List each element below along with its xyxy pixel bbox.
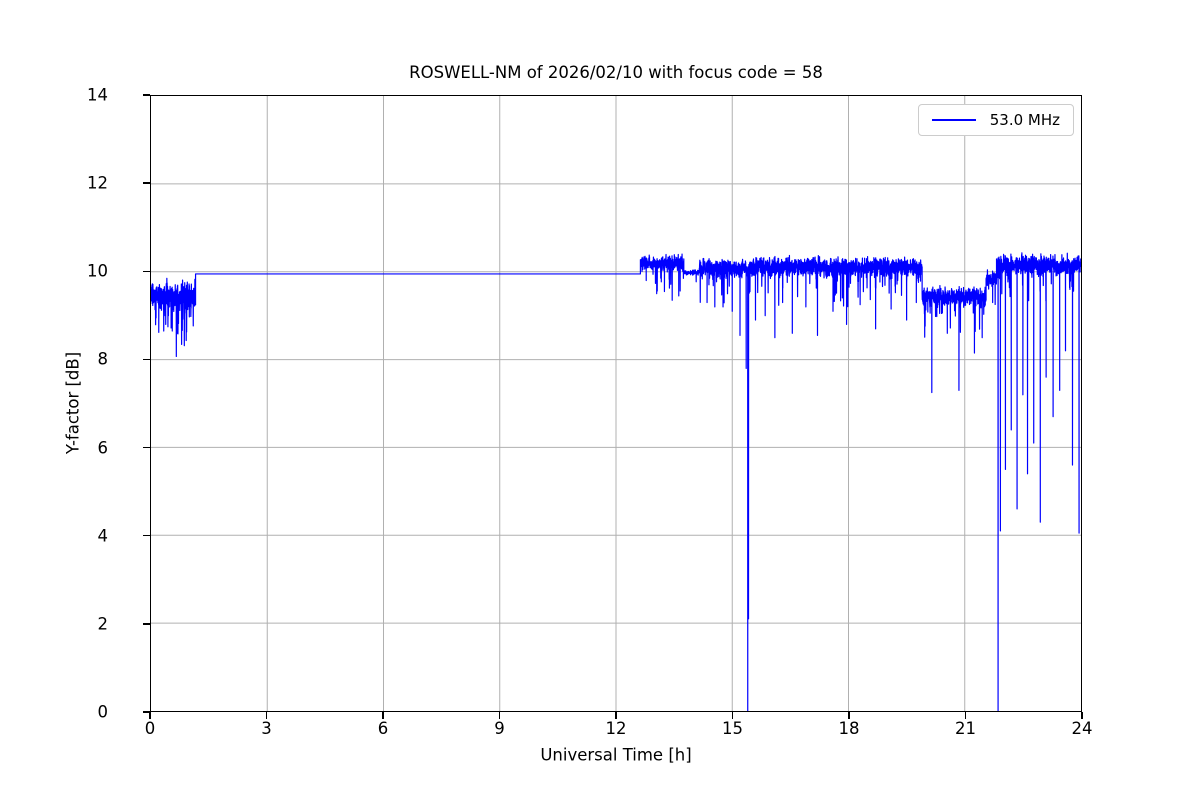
x-tick-label: 0 [144,719,156,738]
y-tick-label: 10 [87,261,108,281]
legend-box[interactable]: 53.0 MHz [917,104,1074,136]
x-tick-mark [1081,712,1083,719]
data-series-layer [151,252,1081,711]
y-tick-mark [143,711,150,713]
legend-line-swatch [928,118,980,122]
chart-title: ROSWELL-NM of 2026/02/10 with focus code… [409,63,823,82]
x-tick-mark [731,712,734,719]
y-tick-label: 8 [97,349,109,369]
x-tick-label: 15 [722,719,743,738]
y-tick-mark [143,446,150,449]
x-tick-label: 21 [955,719,976,738]
plot-area: 53.0 MHz [150,95,1082,712]
y-tick-label: 4 [97,526,109,546]
y-tick-label: 6 [97,438,109,458]
x-tick-label: 24 [1071,719,1093,738]
y-tick-label: 2 [97,614,109,634]
x-tick-label: 18 [838,719,860,738]
y-tick-label: 14 [87,85,108,105]
y-tick-mark [143,535,150,537]
x-tick-mark [265,712,268,719]
x-tick-label: 9 [494,719,505,738]
x-tick-label: 12 [605,719,627,738]
x-tick-mark [848,712,850,719]
x-tick-mark [149,712,151,719]
y-tick-label: 12 [87,173,108,193]
x-tick-mark [964,712,967,719]
y-tick-mark [143,182,150,184]
x-tick-mark [498,712,501,719]
x-tick-label: 3 [261,719,272,738]
y-tick-mark [143,358,150,361]
y-axis-label: Y-factor [dB] [63,351,83,455]
x-tick-mark [615,712,617,719]
y-tick-label: 0 [97,702,109,722]
x-axis-label: Universal Time [h] [540,745,692,765]
y-tick-mark [143,623,150,625]
x-tick-label: 6 [377,719,389,738]
legend-entry-label: 53.0 MHz [989,111,1060,129]
x-tick-mark [382,712,384,719]
y-tick-mark [143,270,150,272]
grid-lines [151,96,1081,711]
y-tick-mark [143,94,150,96]
